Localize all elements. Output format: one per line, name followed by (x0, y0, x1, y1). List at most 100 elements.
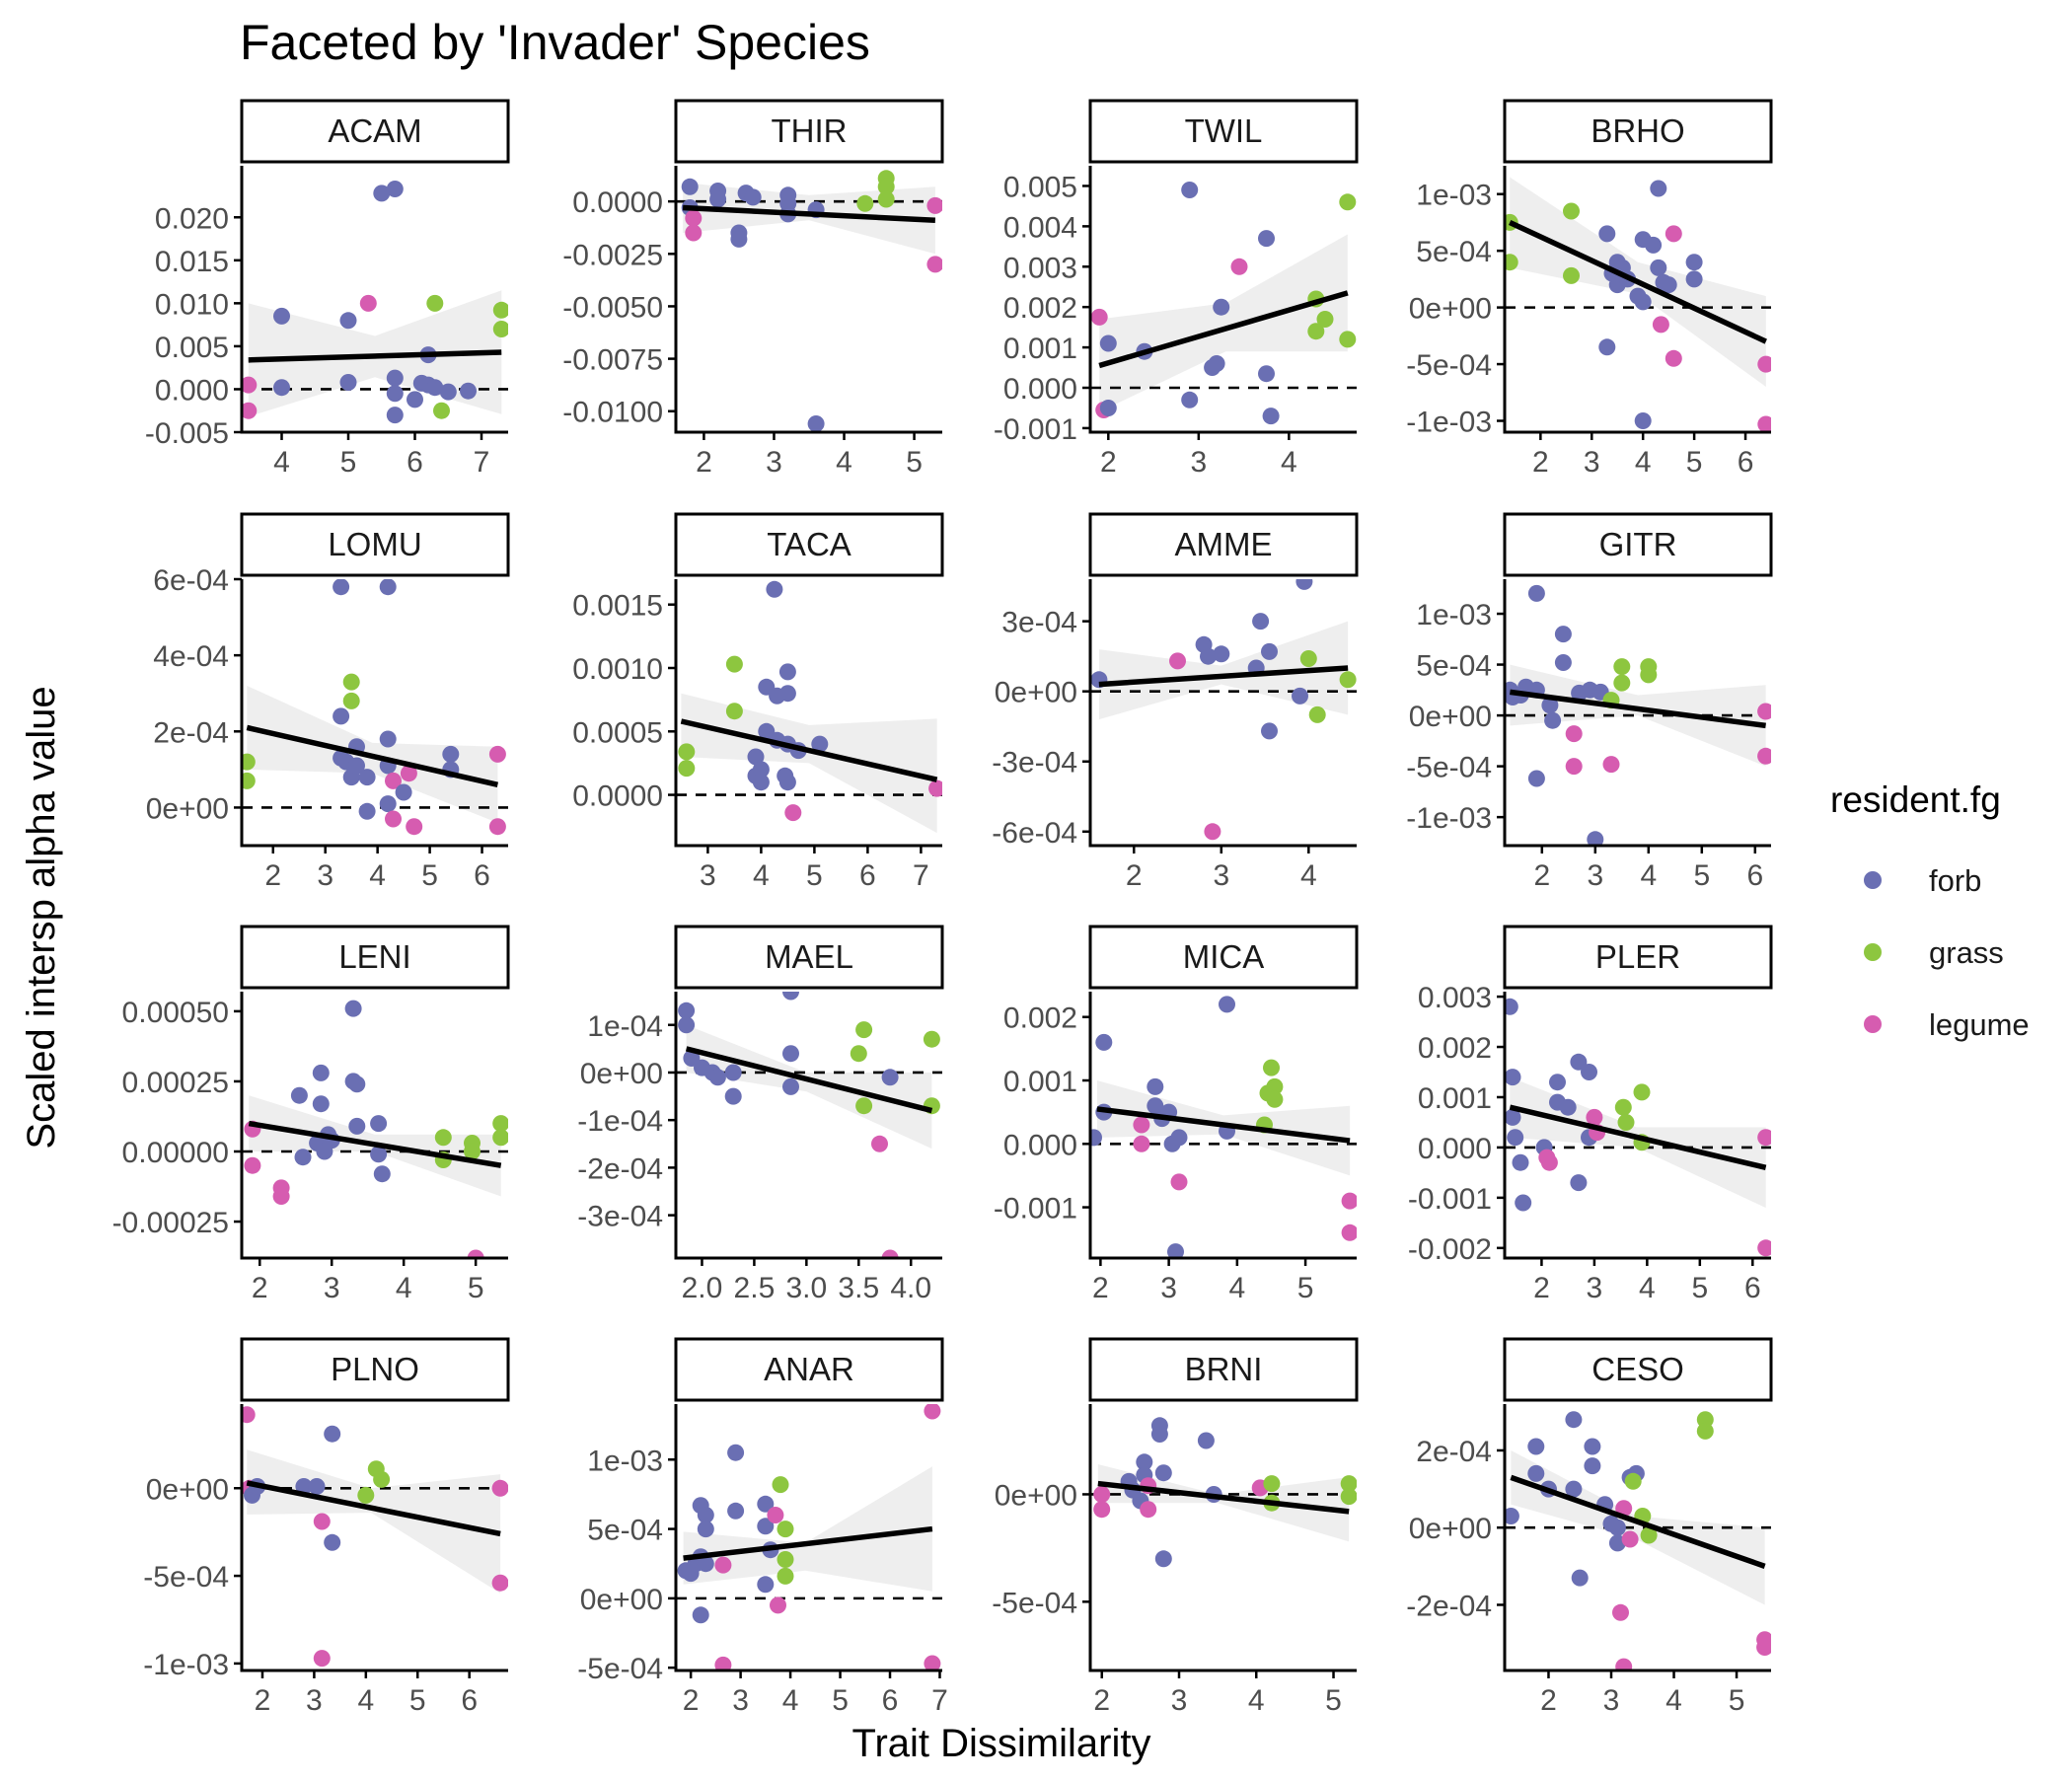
data-point-forb (1570, 1174, 1588, 1192)
x-tick-label: 3 (732, 1684, 749, 1717)
facet-strip-label: BRNI (1185, 1351, 1263, 1387)
regression-line (1510, 1474, 1766, 1569)
facet-plot-area (1505, 177, 1771, 432)
facet-twil: TWIL -0.001 0.000 0.001 0.002 0.003 0.004 0.005… (994, 99, 1359, 479)
data-point-grass (357, 1486, 375, 1504)
facet-acam: ACAM -0.005 0.000 0.005 0.010 0.015 0.020 4 5 6 7 (145, 99, 510, 479)
data-point-forb (1181, 391, 1199, 408)
data-point-grass (1340, 1488, 1357, 1506)
data-point-forb (724, 1087, 742, 1105)
x-tick-label: 2 (1092, 1272, 1109, 1304)
data-point-grass (1339, 331, 1357, 348)
data-point-forb (294, 1149, 312, 1166)
regression-line (1509, 1104, 1767, 1170)
data-point-forb (709, 190, 727, 208)
data-point-forb (1660, 276, 1677, 294)
x-tick-label: 6 (882, 1684, 899, 1717)
x-tick-label: 2 (252, 1272, 268, 1304)
x-tick-label: 2.5 (734, 1272, 776, 1304)
data-point-forb (1507, 1129, 1524, 1147)
data-point-forb (727, 1444, 745, 1461)
data-point-forb (1095, 1033, 1113, 1051)
facet-plot-area (676, 1404, 942, 1670)
y-tick-label: 0e+00 (1409, 1513, 1492, 1545)
y-tick-label: 1e-03 (1416, 180, 1492, 212)
data-point-forb (370, 1115, 388, 1133)
y-tick-label: 0.003 (1418, 982, 1492, 1014)
data-point-forb (1527, 584, 1545, 602)
y-tick-label: -0.0100 (562, 397, 663, 429)
x-tick-label: 6 (474, 859, 490, 892)
facet-strip (674, 512, 944, 577)
data-point-forb (697, 1521, 714, 1538)
x-tick-label: 3 (700, 859, 716, 892)
confidence-ribbon (683, 1466, 932, 1592)
data-point-forb (1527, 770, 1545, 787)
data-point-forb (386, 407, 404, 424)
y-tick-label: 0e+00 (146, 1473, 229, 1506)
data-point-grass (923, 1030, 940, 1048)
data-point-legume (1169, 652, 1186, 670)
data-point-grass (1340, 1475, 1357, 1493)
data-point-forb (442, 745, 460, 763)
data-point-legume (1612, 1603, 1629, 1621)
facet-strip-label: MAEL (765, 938, 853, 975)
y-tick-label: -5e-04 (1406, 349, 1492, 382)
legend-item-grass: grass (1864, 935, 2004, 970)
facet-lomu: LOMU 0e+00 2e-04 4e-04 6e-04 2 3 4 5 6 (146, 512, 510, 892)
data-point-forb (358, 769, 376, 786)
data-point-forb (1608, 1519, 1626, 1536)
data-point-forb (1090, 1129, 1102, 1147)
data-point-forb (358, 802, 376, 820)
data-point-forb (1634, 412, 1652, 429)
data-point-grass (342, 673, 360, 691)
facet-thir: THIR -0.0100 -0.0075 -0.0050 -0.0025 0.0000 2 3… (562, 99, 944, 479)
data-point-grass (1696, 1411, 1714, 1429)
data-point-legume (313, 1513, 331, 1530)
legend-swatch-legume (1864, 1015, 1882, 1033)
y-tick-label: 2e-04 (153, 716, 229, 749)
y-tick-label: 4e-04 (153, 640, 229, 673)
data-point-forb (697, 1507, 714, 1523)
facet-plot-area (1090, 1417, 1357, 1568)
data-point-forb (386, 385, 404, 403)
data-point-forb (811, 735, 829, 753)
facet-strip-label: AMME (1175, 526, 1273, 562)
facet-plot-area (1090, 579, 1357, 841)
data-point-forb (1181, 182, 1199, 198)
data-point-legume (924, 1655, 941, 1670)
data-point-forb (692, 1606, 709, 1624)
data-point-forb (373, 185, 391, 202)
x-tick-label: 5 (1297, 1272, 1314, 1304)
data-point-legume (406, 818, 423, 836)
x-tick-label: 3 (324, 1272, 340, 1304)
facet-strip-label: MICA (1183, 938, 1265, 975)
facet-mica: MICA -0.001 0.000 0.001 0.002 2 3 4 5 (994, 925, 1359, 1304)
x-tick-label: 4 (273, 446, 290, 479)
data-point-forb (730, 230, 748, 248)
data-point-forb (348, 1117, 366, 1135)
data-point-forb (379, 579, 397, 596)
x-tick-label: 5 (806, 859, 823, 892)
data-point-grass (1308, 705, 1326, 723)
x-tick-label: 4 (1665, 1684, 1682, 1717)
x-tick-label: 6 (859, 859, 876, 892)
confidence-ribbon (1097, 1464, 1350, 1542)
data-point-forb (1544, 711, 1562, 729)
y-tick-label: -5e-04 (1406, 752, 1492, 784)
data-point-forb (782, 1077, 799, 1095)
data-point-forb (708, 1069, 726, 1086)
x-tick-label: 6 (1738, 446, 1754, 479)
data-point-grass (373, 1470, 391, 1488)
data-point-forb (1554, 626, 1572, 643)
x-tick-label: 2 (1533, 859, 1550, 892)
data-point-forb (1167, 1243, 1184, 1258)
x-tick-label: 2 (1532, 446, 1549, 479)
x-tick-label: 4 (1248, 1684, 1265, 1717)
data-point-forb (757, 1576, 775, 1594)
facet-gitr: GITR -1e-03 -5e-04 0e+00 5e-04 1e-03 2 3 4 5 6 (1406, 512, 1773, 892)
data-point-forb (1685, 254, 1703, 271)
y-tick-label: 2e-04 (1416, 1436, 1492, 1468)
x-tick-label: 7 (474, 446, 490, 479)
